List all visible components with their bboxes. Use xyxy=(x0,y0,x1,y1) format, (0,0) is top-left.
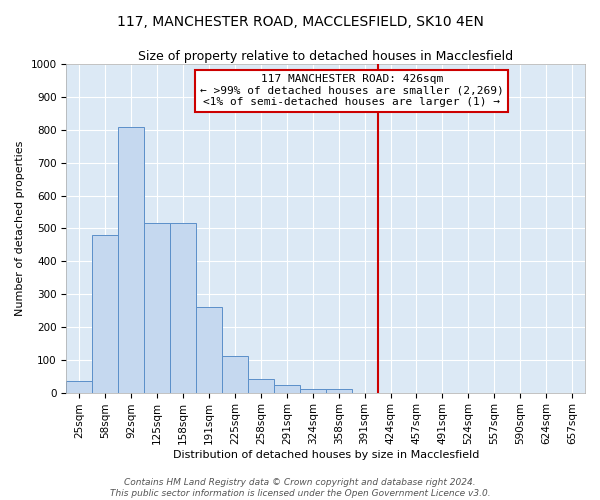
Bar xyxy=(144,224,170,392)
Bar xyxy=(196,306,222,392)
Bar xyxy=(326,390,352,392)
Bar xyxy=(170,224,196,392)
Text: 117, MANCHESTER ROAD, MACCLESFIELD, SK10 4EN: 117, MANCHESTER ROAD, MACCLESFIELD, SK10… xyxy=(116,15,484,29)
Bar xyxy=(92,235,118,392)
Title: Size of property relative to detached houses in Macclesfield: Size of property relative to detached ho… xyxy=(138,50,513,63)
Bar xyxy=(300,388,326,392)
Text: 117 MANCHESTER ROAD: 426sqm
← >99% of detached houses are smaller (2,269)
<1% of: 117 MANCHESTER ROAD: 426sqm ← >99% of de… xyxy=(200,74,503,107)
X-axis label: Distribution of detached houses by size in Macclesfield: Distribution of detached houses by size … xyxy=(173,450,479,460)
Bar xyxy=(274,386,300,392)
Bar xyxy=(67,381,92,392)
Bar xyxy=(248,380,274,392)
Y-axis label: Number of detached properties: Number of detached properties xyxy=(15,140,25,316)
Text: Contains HM Land Registry data © Crown copyright and database right 2024.
This p: Contains HM Land Registry data © Crown c… xyxy=(110,478,490,498)
Bar xyxy=(118,126,144,392)
Bar xyxy=(222,356,248,392)
